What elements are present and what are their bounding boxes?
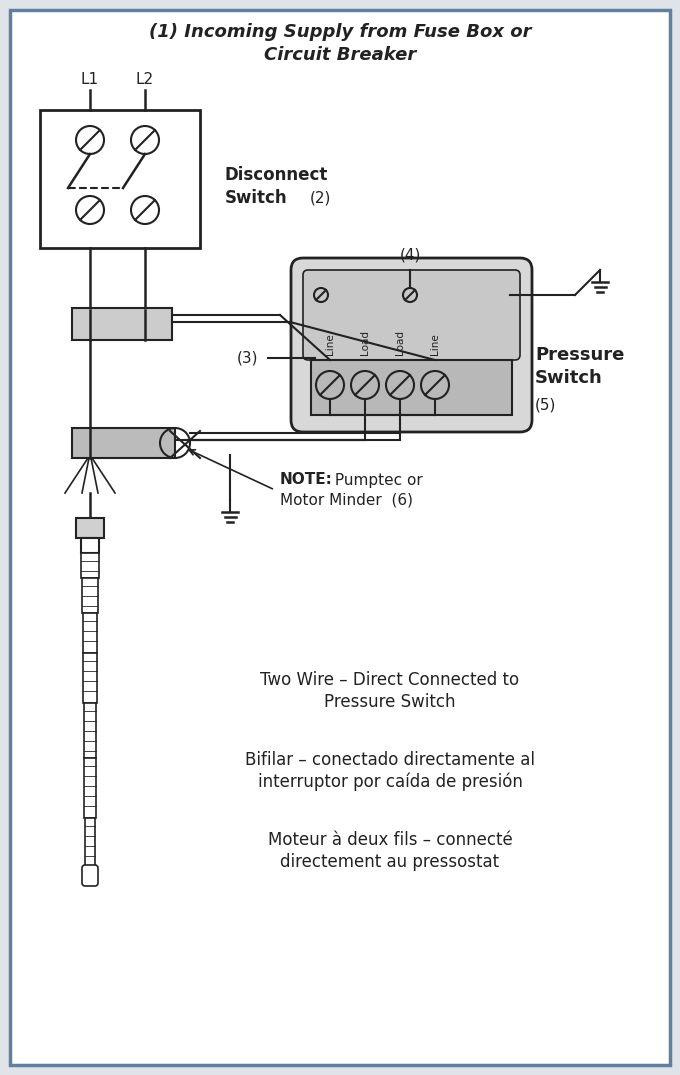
Bar [84, 703, 96, 758]
FancyBboxPatch shape [82, 865, 98, 886]
Bar [40, 110, 200, 248]
Text: directement au pressostat: directement au pressostat [280, 852, 500, 871]
Text: NOTE:: NOTE: [280, 473, 333, 487]
Text: Line: Line [325, 333, 335, 355]
Text: Pumptec or: Pumptec or [330, 473, 423, 487]
Text: Motor Minder  (6): Motor Minder (6) [280, 492, 413, 507]
Text: Bifilar – conectado directamente al: Bifilar – conectado directamente al [245, 751, 535, 769]
Text: Disconnect: Disconnect [225, 166, 328, 184]
Text: Pressure Switch: Pressure Switch [324, 693, 456, 711]
Bar [84, 758, 96, 818]
Text: Circuit Breaker: Circuit Breaker [264, 46, 416, 64]
Text: Switch: Switch [225, 189, 288, 207]
Bar [76, 518, 104, 538]
Bar [72, 428, 175, 458]
Text: interruptor por caída de presión: interruptor por caída de presión [258, 773, 522, 791]
Bar [85, 818, 95, 868]
Text: Switch: Switch [535, 369, 602, 387]
Text: (5): (5) [535, 398, 556, 413]
Text: (2): (2) [310, 190, 331, 205]
Bar [83, 613, 97, 653]
FancyBboxPatch shape [10, 10, 670, 1065]
Text: L1: L1 [81, 72, 99, 87]
Text: Pressure: Pressure [535, 346, 624, 364]
Bar [311, 360, 512, 415]
Bar [81, 538, 99, 553]
Bar [72, 309, 172, 340]
Text: (1) Incoming Supply from Fuse Box or: (1) Incoming Supply from Fuse Box or [149, 23, 531, 41]
Text: L2: L2 [136, 72, 154, 87]
FancyBboxPatch shape [303, 270, 520, 360]
Text: Load: Load [395, 330, 405, 355]
Text: Line: Line [430, 333, 440, 355]
Text: (4): (4) [399, 247, 421, 262]
Bar [82, 578, 98, 613]
FancyBboxPatch shape [291, 258, 532, 432]
Bar [83, 653, 97, 703]
Text: Load: Load [360, 330, 370, 355]
Text: Moteur à deux fils – connecté: Moteur à deux fils – connecté [268, 831, 512, 849]
Text: (3): (3) [237, 350, 258, 366]
Bar [81, 553, 99, 578]
Text: Two Wire – Direct Connected to: Two Wire – Direct Connected to [260, 671, 520, 689]
